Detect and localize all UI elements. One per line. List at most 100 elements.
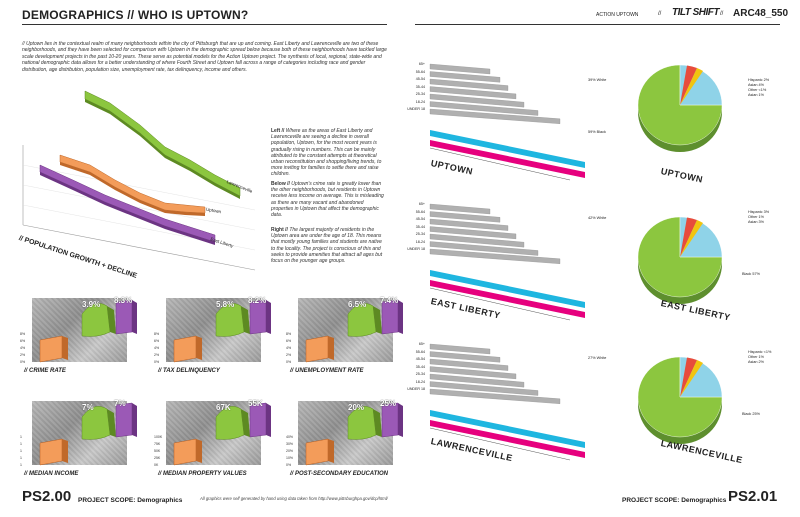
tile-axis-tick: 6% [154, 339, 160, 343]
pie-label-white: 27% White [588, 356, 607, 360]
tile-axis-tick: 6% [20, 339, 26, 343]
tile-value-a: 7% [82, 403, 94, 412]
pie-label-minor: Hispanic <1% [748, 350, 772, 354]
tile-value-a: 3.9% [82, 300, 101, 309]
tile-label: // CRIME RATE [24, 368, 66, 374]
eastliberty-ribbon-side [40, 172, 215, 245]
footer-page-code-right: PS2.01 [728, 488, 778, 505]
age-group-label: UNDER 18 [407, 387, 425, 391]
tile-value-b: 8.3% [114, 296, 133, 305]
neighborhood-panel: LAWRENCEVILLE LAWRENCEVILLE 27% White Bl… [0, 338, 800, 478]
tile-axis-tick: 0% [286, 463, 292, 467]
tile-axis-tick: 8% [20, 332, 26, 336]
header-course-code: ARC48_550 [733, 8, 789, 19]
age-bar-chart [429, 63, 585, 181]
tile-axis-tick: 25K [154, 456, 161, 460]
footer-source-note: All graphics were self generated by hand… [200, 496, 388, 501]
tile-value-a: 6.5% [348, 300, 367, 309]
pie-label-minor: Other 1% [748, 215, 765, 219]
tile-label: // MEDIAN INCOME [24, 471, 79, 477]
header-rule-right [415, 24, 780, 25]
header-rule-left [22, 24, 387, 25]
tile-axis-tick: 8% [286, 332, 292, 336]
stat-tile: 5.8% 8.2% // TAX DELINQUENCY 8% 6% 4% 2% 0% [154, 292, 278, 384]
caption-right: Right // The largest majority of residen… [271, 227, 383, 265]
pie-label-minor: Hispanic 2% [748, 78, 770, 82]
caption-left: Left // Where as the areas of East Liber… [271, 128, 382, 178]
tile-bars [173, 402, 271, 466]
tile-axis-tick: 4% [286, 346, 292, 350]
tile-axis-tick: 50K [154, 449, 161, 453]
tile-axis-tick: 100K [154, 435, 163, 439]
tile-axis-tick: 75K [154, 442, 161, 446]
tile-axis-tick: 0K [154, 463, 159, 467]
tile-axis-tick: 2% [286, 353, 292, 357]
pie-label-minor: Asian 2% [748, 360, 765, 364]
population-chart [22, 90, 256, 271]
pop-gridlines [22, 164, 256, 251]
race-pie-chart [637, 356, 723, 444]
tile-axis-tick: 40% [286, 435, 294, 439]
footer-page-code-left: PS2.00 [22, 488, 72, 505]
stat-tile: 7% 7% // MEDIAN INCOME 1 1 1 1 1 [20, 395, 144, 487]
tile-axis-tick: 1 [20, 435, 22, 439]
age-group-label: 45-54 [415, 357, 425, 361]
tile-axis-tick: 0% [20, 360, 26, 364]
stat-tile: 6.5% 7.4% // UNEMPLOYMENT RATE 8% 6% 4% 2% 0% [286, 292, 410, 384]
age-group-label: 25-34 [415, 232, 425, 236]
pie-label-minor: Asian 3% [748, 220, 765, 224]
tile-bars [39, 402, 137, 466]
neighborhood-panel: EAST LIBERTY EAST LIBERTY 42% White Blac… [0, 198, 800, 338]
pie-label-minor: Asian 1% [748, 93, 765, 97]
pie-label-minor: Other 1% [748, 355, 765, 359]
header-project-name: ACTION UPTOWN [596, 12, 639, 18]
neighborhood-pie-title: UPTOWN [659, 166, 704, 185]
age-group-label: 65+ [418, 62, 425, 66]
age-group-label: 35-44 [415, 224, 425, 229]
tile-value-b: 7.4% [380, 296, 399, 305]
age-group-label: 35-44 [415, 364, 425, 369]
caption-below: Below // Uptown's crime rate is greatly … [271, 181, 384, 219]
tile-bars [305, 402, 403, 466]
tile-axis-tick: 0% [286, 360, 292, 364]
pie-label-minor: Hispanic 3% [748, 210, 770, 214]
tile-bars [39, 299, 137, 363]
age-group-label: 55-64 [415, 209, 425, 214]
age-group-label: 25-34 [415, 372, 425, 376]
neighborhood-panel: UPTOWN UPTOWN 39% White 59% Black Hispani… [0, 58, 800, 198]
tile-value-b: 8.2% [248, 296, 267, 305]
tile-label: // MEDIAN PROPERTY VALUES [158, 471, 247, 477]
tile-value-a: 67K [216, 403, 231, 412]
tile-axis-tick: 1 [20, 456, 22, 460]
pie-label-white: 42% White [588, 216, 607, 220]
age-group-label: UNDER 18 [407, 107, 425, 111]
age-group-label: 18-24 [415, 379, 425, 384]
stat-tile: 3.9% 8.3% // CRIME RATE 8% 6% 4% 2% 0% [20, 292, 144, 384]
pop-x-axis [22, 224, 256, 271]
tile-value-b: 7% [114, 399, 126, 408]
tile-axis-tick: 6% [286, 339, 292, 343]
age-bar-chart [429, 343, 585, 461]
race-pie-chart [637, 64, 723, 152]
tile-axis-tick: 0% [154, 360, 160, 364]
header-logo: TILT SHIFT [672, 7, 720, 18]
stat-tile: 20% 25% // POST-SECONDARY EDUCATION 40% 30… [286, 395, 410, 487]
page-title: DEMOGRAPHICS // WHO IS UPTOWN? [22, 8, 249, 22]
age-group-label: 45-54 [415, 77, 425, 81]
age-group-label: 18-24 [415, 239, 425, 244]
pie-label-minor: Asian 4% [748, 83, 765, 87]
tile-bars [173, 299, 271, 363]
tile-bars [305, 299, 403, 363]
tile-axis-tick: 1 [20, 463, 22, 467]
tile-axis-tick: 8% [154, 332, 160, 336]
lawrenceville-ribbon-side [85, 99, 240, 199]
pie-label-black: Black 57% [742, 272, 760, 276]
tile-label: // TAX DELINQUENCY [158, 368, 220, 374]
tile-axis-tick: 4% [20, 346, 26, 350]
tile-value-a: 20% [348, 403, 365, 412]
tile-axis-tick: 1 [20, 449, 22, 453]
tile-axis-tick: 1 [20, 442, 22, 446]
age-bar-chart [429, 203, 585, 321]
pie-label-minor: Other <1% [748, 88, 767, 92]
tile-axis-tick: 4% [154, 346, 160, 350]
